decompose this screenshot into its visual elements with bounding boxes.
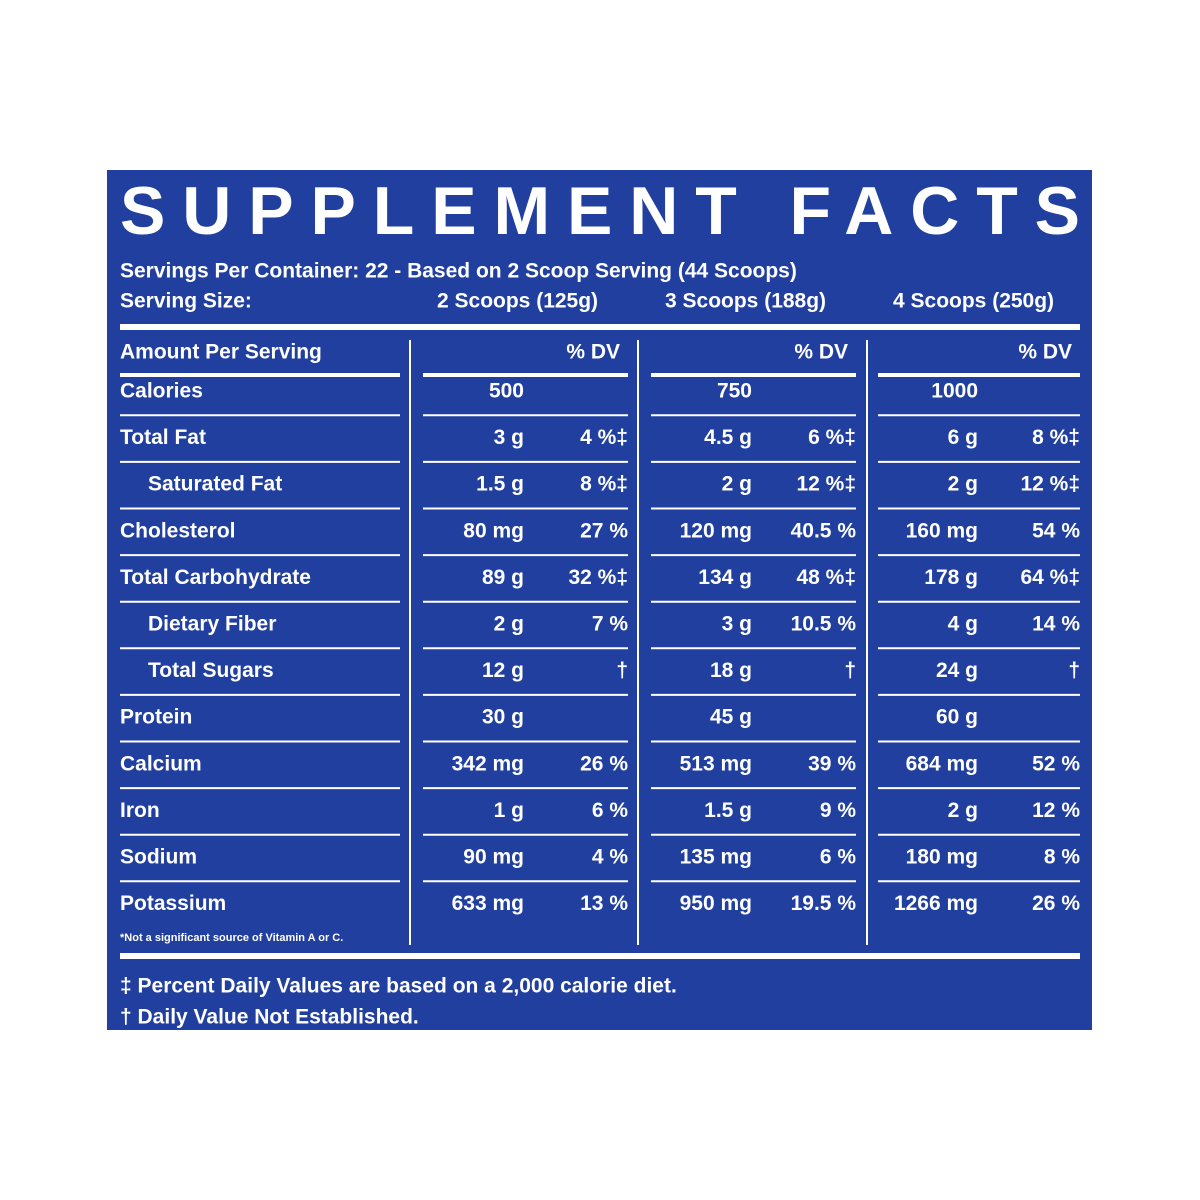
amount: 6 g [948, 426, 978, 449]
amount: 633 mg [452, 892, 524, 915]
daily-value: 7 % [592, 613, 629, 636]
amount: 513 mg [680, 752, 752, 775]
serving-size: 4 Scoops (250g) [893, 290, 1054, 313]
amount: 1266 mg [894, 892, 978, 915]
amount: 1000 [931, 380, 978, 403]
amount: 3 g [494, 426, 524, 449]
amount: 30 g [482, 706, 524, 729]
amount: 12 g [482, 659, 524, 682]
daily-value: 9 % [820, 799, 857, 822]
daily-value: 12 % [1032, 799, 1080, 822]
amount: 90 mg [463, 846, 524, 869]
panel [107, 170, 1092, 1030]
amount: 1 g [494, 799, 524, 822]
row-name: Iron [120, 799, 160, 822]
daily-value: † [844, 659, 856, 682]
daily-value: 19.5 % [791, 892, 857, 915]
amount: 18 g [710, 659, 752, 682]
amount: 4 g [948, 613, 978, 636]
amount: 342 mg [452, 752, 524, 775]
amount: 684 mg [906, 752, 978, 775]
amount: 134 g [698, 566, 752, 589]
amount: 4.5 g [704, 426, 752, 449]
daily-value: 8 % [1044, 846, 1081, 869]
amount: 2 g [494, 613, 524, 636]
amount: 24 g [936, 659, 978, 682]
row-name: Cholesterol [120, 519, 236, 542]
daily-value: 8 %‡ [580, 473, 628, 496]
title: SUPPLEMENT FACTS [120, 173, 1080, 249]
daily-value: 52 % [1032, 752, 1080, 775]
amount: 1.5 g [704, 799, 752, 822]
amount: 950 mg [680, 892, 752, 915]
daily-value: 27 % [580, 519, 628, 542]
dv-header: % DV [566, 341, 620, 364]
amount: 2 g [948, 799, 978, 822]
amount: 750 [717, 380, 752, 403]
amount: 178 g [924, 566, 978, 589]
amount: 45 g [710, 706, 752, 729]
daily-value: 6 %‡ [808, 426, 856, 449]
row-name: Total Fat [120, 426, 206, 449]
daily-value: 14 % [1032, 613, 1080, 636]
row-name: Protein [120, 706, 192, 729]
daily-value: 54 % [1032, 519, 1080, 542]
row-name: Calories [120, 380, 203, 403]
daily-value: 48 %‡ [796, 566, 856, 589]
dv-header: % DV [794, 341, 848, 364]
daily-value: † [616, 659, 628, 682]
amount: 160 mg [906, 519, 978, 542]
amount: 500 [489, 380, 524, 403]
note: *Not a significant source of Vitamin A o… [120, 932, 343, 944]
daily-value: 13 % [580, 892, 628, 915]
daily-value: 8 %‡ [1032, 426, 1080, 449]
row-name: Calcium [120, 752, 202, 775]
amount: 89 g [482, 566, 524, 589]
daily-value: 10.5 % [791, 613, 857, 636]
amount: 80 mg [463, 519, 524, 542]
serving-size: 2 Scoops (125g) [437, 290, 598, 313]
daily-value: 32 %‡ [568, 566, 628, 589]
footnote: ‡ Percent Daily Values are based on a 2,… [120, 975, 677, 998]
footnote: † Daily Value Not Established. [120, 1006, 419, 1029]
daily-value: 12 %‡ [1020, 473, 1080, 496]
serving-size: 3 Scoops (188g) [665, 290, 826, 313]
row-name: Potassium [120, 892, 226, 915]
daily-value: 4 %‡ [580, 426, 628, 449]
amount: 3 g [722, 613, 752, 636]
daily-value: 26 % [580, 752, 628, 775]
row-name: Sodium [120, 846, 197, 869]
daily-value: 39 % [808, 752, 856, 775]
amount: 180 mg [906, 846, 978, 869]
daily-value: 4 % [592, 846, 629, 869]
daily-value: 64 %‡ [1020, 566, 1080, 589]
daily-value: 12 %‡ [796, 473, 856, 496]
daily-value: † [1068, 659, 1080, 682]
daily-value: 40.5 % [791, 519, 857, 542]
amount: 1.5 g [476, 473, 524, 496]
row-name: Saturated Fat [148, 473, 282, 496]
amount: 2 g [722, 473, 752, 496]
amount: 120 mg [680, 519, 752, 542]
amount: 2 g [948, 473, 978, 496]
row-name: Total Sugars [148, 659, 274, 682]
daily-value: 6 % [820, 846, 857, 869]
dv-header: % DV [1018, 341, 1072, 364]
daily-value: 6 % [592, 799, 629, 822]
row-header: Amount Per Serving [120, 341, 322, 364]
amount: 135 mg [680, 846, 752, 869]
daily-value: 26 % [1032, 892, 1080, 915]
row-name: Dietary Fiber [148, 613, 276, 636]
amount: 60 g [936, 706, 978, 729]
servings: Servings Per Container: 22 - Based on 2 … [120, 260, 797, 283]
serving-size-label: Serving Size: [120, 290, 252, 313]
row-name: Total Carbohydrate [120, 566, 311, 589]
